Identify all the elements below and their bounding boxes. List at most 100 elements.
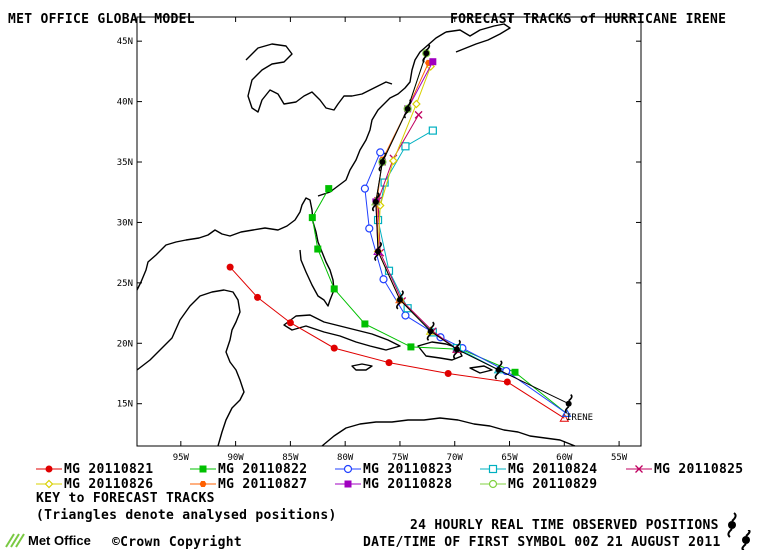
forecast-track-point xyxy=(360,184,369,193)
legend-marker-layer xyxy=(36,464,652,489)
observed-position-hurricane-icon xyxy=(426,321,435,341)
cuba-coastline xyxy=(283,314,401,351)
forecast-track-point xyxy=(373,215,383,225)
forecast-track-point xyxy=(407,343,415,351)
forecast-track-point xyxy=(444,369,452,377)
legend-item-label: MG 20110828 xyxy=(363,477,453,492)
observed-position-hurricane-icon xyxy=(371,192,380,212)
forecast-track-point xyxy=(511,368,519,376)
lat-label: 15N xyxy=(117,400,133,410)
yucatan-coastline xyxy=(136,289,245,447)
met-office-logo: Met Office xyxy=(4,531,100,549)
observed-positions-label: 24 HOURLY REAL TIME OBSERVED POSITIONS xyxy=(410,518,719,533)
lat-label: 35N xyxy=(117,158,133,168)
lat-label: 20N xyxy=(117,339,133,349)
legend-item-label: MG 20110826 xyxy=(64,477,154,492)
forecast-track-point xyxy=(412,99,421,109)
lon-label: 80W xyxy=(337,453,354,463)
hurricane-symbol-icon xyxy=(727,512,737,538)
legend-item-label: MG 20110824 xyxy=(508,462,598,477)
legend-item-label: MG 20110829 xyxy=(508,477,598,492)
forecast-track-point xyxy=(503,378,511,386)
legend-marker xyxy=(344,480,352,488)
forecast-track-point xyxy=(429,58,437,66)
forecast-track-point xyxy=(414,110,423,119)
analysed-position-triangle xyxy=(561,408,572,417)
lon-label: 70W xyxy=(447,453,464,463)
model-title: MET OFFICE GLOBAL MODEL xyxy=(8,12,195,27)
forecast-track-point xyxy=(379,275,388,284)
observed-track-line xyxy=(375,53,569,405)
forecast-title: FORECAST TRACKS of HURRICANE IRENE xyxy=(450,12,727,27)
mexico-gulf-coastline xyxy=(136,197,335,307)
forecast-track-point xyxy=(376,148,385,157)
copyright-notice: ©Crown Copyright xyxy=(112,535,243,550)
observed-position-hurricane-icon xyxy=(396,290,404,310)
legend-item-label: MG 20110823 xyxy=(363,462,453,477)
forecast-track-point xyxy=(401,311,410,320)
maritimes-coastline xyxy=(445,23,511,53)
great-lakes-outline xyxy=(245,43,393,113)
forecast-track-point xyxy=(330,285,338,293)
logo-text: Met Office xyxy=(28,533,91,548)
forecast-track-point xyxy=(308,214,316,222)
legend-marker xyxy=(488,464,498,474)
forecast-track-point xyxy=(389,156,398,166)
puerto-rico-coastline xyxy=(469,365,493,374)
legend-marker xyxy=(44,479,54,489)
legend-marker xyxy=(45,465,53,473)
forecast-track-point xyxy=(401,142,410,151)
observed-position-hurricane-icon xyxy=(422,43,431,63)
lon-label: 65W xyxy=(501,453,518,463)
forecast-track-point xyxy=(254,293,262,301)
coastline-layer xyxy=(136,23,576,447)
lat-label: 25N xyxy=(117,279,133,289)
legend-item-label: MG 20110821 xyxy=(64,462,154,477)
legend-marker xyxy=(343,464,353,474)
lon-label: 95W xyxy=(173,453,190,463)
observed-position-hurricane-icon xyxy=(453,339,461,359)
observed-position-hurricane-icon xyxy=(564,394,573,414)
lat-label: 40N xyxy=(117,98,133,108)
us-east-coastline xyxy=(317,31,447,197)
observed-position-hurricane-icon xyxy=(494,360,503,380)
date-time-line: DATE/TIME OF FIRST SYMBOL 00Z 21 AUGUST … xyxy=(363,535,721,550)
axis-label-layer: 95W 90W 85W 80W 75W 70W 65W 60W 55W 15N 20N 25N 30N 3… xyxy=(117,37,628,463)
legend-key-title: KEY to FORECAST TRACKS xyxy=(36,491,215,506)
analysed-position-triangle xyxy=(559,413,570,422)
forecast-track-point xyxy=(226,263,234,271)
legend-key-note: (Triangles denote analysed positions) xyxy=(36,508,337,523)
lon-label: 85W xyxy=(282,453,299,463)
observed-track-layer xyxy=(371,43,573,414)
forecast-track-point xyxy=(361,320,369,328)
storm-name-label: IRENE xyxy=(566,413,593,423)
legend-marker xyxy=(199,465,207,473)
observed-position-hurricane-icon xyxy=(403,99,412,119)
map-frame xyxy=(136,16,642,447)
legend-marker xyxy=(635,465,643,473)
lat-label: 45N xyxy=(117,37,133,47)
legend-item-label: MG 20110827 xyxy=(218,477,308,492)
forecast-track-point xyxy=(325,185,333,193)
jamaica-coastline xyxy=(351,363,373,371)
forecast-track-point xyxy=(365,224,374,233)
legend-item-label: MG 20110822 xyxy=(218,462,308,477)
south-america-coastline xyxy=(321,417,576,447)
observed-position-hurricane-icon xyxy=(374,241,382,262)
forecast-track-point xyxy=(385,359,393,367)
lat-label: 30N xyxy=(117,218,133,228)
forecast-track-point xyxy=(330,344,338,352)
hispaniola-coastline xyxy=(417,341,463,361)
forecast-track-line xyxy=(229,266,565,419)
hurricane-symbol-icon xyxy=(741,530,751,550)
axis-ticks xyxy=(137,17,641,446)
observed-position-hurricane-icon xyxy=(378,152,387,172)
forecast-track-point xyxy=(286,319,294,327)
legend-item-label: MG 20110825 xyxy=(654,462,744,477)
forecast-track-point xyxy=(314,245,322,253)
forecast-track-point xyxy=(428,126,437,135)
legend-marker xyxy=(199,480,207,488)
legend-marker xyxy=(488,479,498,489)
lon-label: 60W xyxy=(556,453,573,463)
